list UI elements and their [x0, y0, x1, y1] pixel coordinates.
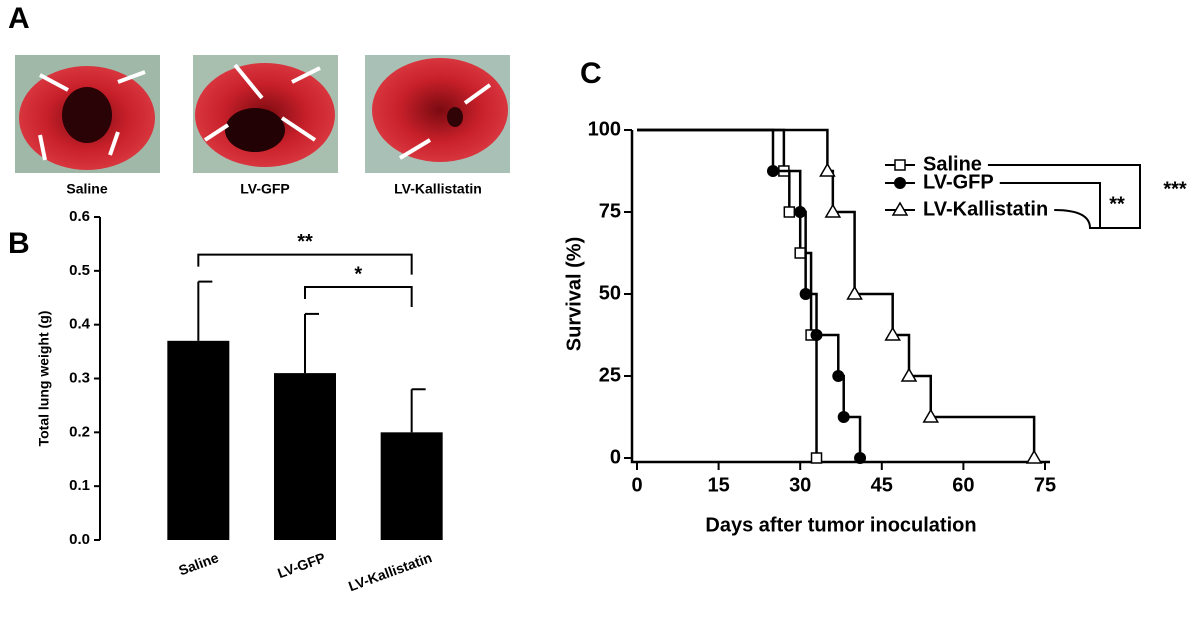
marker [794, 206, 807, 218]
y-tick-label: 0 [610, 446, 621, 468]
x-tick-label: LV-Kallistatin [346, 549, 434, 594]
marker [854, 452, 867, 464]
x-tick-label: 0 [631, 474, 642, 496]
photo-caption: Saline [66, 181, 107, 197]
marker [837, 411, 850, 423]
legend-label: LV-Kallistatin [923, 198, 1048, 220]
photo [193, 55, 338, 173]
y-axis-label: Total lung weight (g) [36, 311, 52, 447]
x-axis-label: Days after tumor inoculation [705, 514, 976, 536]
photo-caption: LV-GFP [240, 181, 290, 197]
marker [824, 203, 842, 218]
marker [894, 159, 906, 171]
y-tick-label: 0.0 [69, 531, 90, 548]
y-axis-label: Survival (%) [563, 237, 585, 351]
photo [365, 55, 510, 173]
marker [900, 367, 918, 382]
marker [891, 201, 909, 216]
marker [799, 288, 812, 300]
marker [832, 370, 845, 382]
significance-label: * [354, 263, 362, 285]
y-tick-label: 0.2 [69, 423, 90, 440]
axes [630, 130, 1050, 464]
marker [884, 326, 901, 341]
panel-label: A [8, 2, 30, 35]
photo-caption: LV-Kallistatin [394, 181, 482, 197]
y-tick-label: 50 [599, 282, 621, 304]
marker [794, 247, 806, 259]
legend-label: Saline [923, 153, 982, 175]
charts: 0.0 0.1 0.2 0.3 0.4 0.5 0.6 Total lung weight (… [36, 118, 1187, 594]
x-tick-label: 15 [707, 474, 729, 496]
significance-label: ** [297, 231, 313, 253]
panel-label: B [8, 227, 30, 260]
bracket [987, 164, 1141, 229]
marker [1025, 449, 1043, 464]
x-tick-label: 75 [1034, 474, 1056, 496]
y-tick-label: 0.3 [69, 369, 90, 386]
marker [819, 162, 836, 177]
y-tick-label: 100 [588, 118, 621, 140]
marker [810, 452, 823, 464]
significance-label: ** [1109, 193, 1125, 215]
y-tick-label: 0.6 [69, 208, 90, 225]
bar [167, 340, 230, 540]
bracket [1054, 209, 1120, 229]
photo [15, 55, 160, 173]
significance-bracket [197, 253, 413, 275]
x-tick-label: 45 [871, 474, 893, 496]
marker [846, 285, 863, 300]
y-tick-label: 25 [599, 364, 621, 386]
panel-label: C [580, 57, 602, 90]
x-tick-label: 30 [789, 474, 811, 496]
y-tick-label: 75 [599, 200, 621, 222]
survival-line [637, 128, 862, 458]
x-tick-label: LV-GFP [275, 549, 327, 581]
survival-line [637, 128, 818, 458]
y-tick-label: 0.4 [69, 316, 91, 333]
x-tick-label: Saline [176, 549, 220, 578]
bar [380, 432, 443, 540]
significance-label: *** [1163, 178, 1187, 200]
marker [767, 165, 779, 177]
marker [894, 177, 906, 189]
bar [274, 373, 336, 540]
marker [783, 206, 796, 218]
marker [810, 329, 823, 341]
y-tick-label: 0.5 [69, 262, 90, 279]
marker [922, 408, 940, 423]
legend-label: LV-GFP [923, 171, 994, 193]
significance-bracket [304, 285, 413, 307]
x-tick-label: 60 [952, 474, 974, 496]
y-tick-label: 0.1 [69, 477, 90, 494]
